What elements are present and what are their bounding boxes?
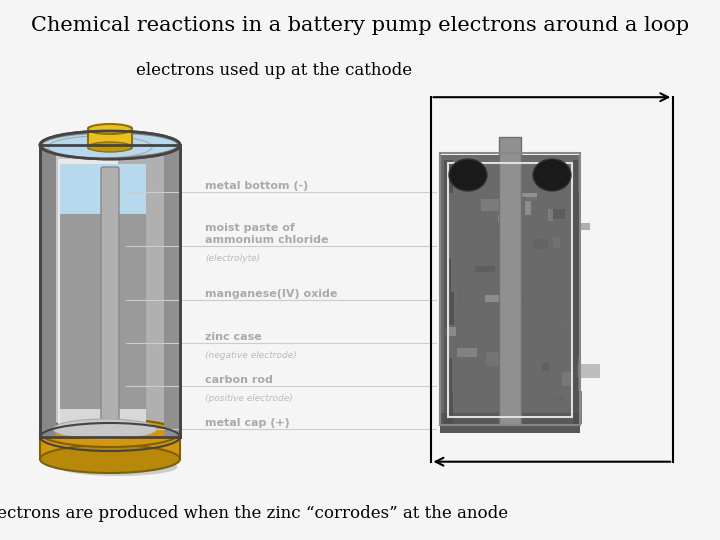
FancyBboxPatch shape [444, 259, 451, 292]
Ellipse shape [40, 131, 180, 159]
FancyBboxPatch shape [542, 363, 549, 370]
FancyBboxPatch shape [550, 209, 565, 219]
FancyBboxPatch shape [500, 376, 522, 379]
Ellipse shape [53, 419, 157, 439]
FancyBboxPatch shape [58, 159, 118, 431]
FancyBboxPatch shape [444, 325, 449, 358]
FancyBboxPatch shape [573, 391, 582, 424]
Text: carbon rod: carbon rod [205, 375, 273, 385]
Text: (electrolyte): (electrolyte) [205, 254, 261, 262]
Ellipse shape [533, 159, 571, 191]
Ellipse shape [40, 445, 180, 473]
FancyBboxPatch shape [457, 289, 463, 302]
FancyBboxPatch shape [498, 215, 506, 222]
Text: moist paste of
ammonium chloride: moist paste of ammonium chloride [205, 223, 329, 245]
FancyBboxPatch shape [444, 292, 454, 325]
FancyBboxPatch shape [492, 411, 512, 422]
FancyBboxPatch shape [499, 137, 521, 425]
FancyBboxPatch shape [444, 358, 452, 391]
FancyBboxPatch shape [573, 325, 580, 358]
FancyBboxPatch shape [509, 296, 523, 300]
FancyBboxPatch shape [444, 327, 456, 336]
FancyBboxPatch shape [516, 193, 537, 197]
FancyBboxPatch shape [561, 323, 572, 327]
Text: (positive electrode): (positive electrode) [205, 394, 293, 403]
FancyBboxPatch shape [88, 127, 132, 149]
FancyBboxPatch shape [443, 417, 464, 422]
FancyBboxPatch shape [444, 160, 454, 193]
Ellipse shape [449, 159, 487, 191]
FancyBboxPatch shape [485, 295, 504, 302]
FancyBboxPatch shape [60, 164, 146, 214]
Text: (negative electrode): (negative electrode) [205, 351, 297, 360]
Text: zinc case: zinc case [205, 332, 262, 342]
FancyBboxPatch shape [495, 228, 516, 235]
Ellipse shape [40, 419, 180, 447]
FancyBboxPatch shape [164, 145, 180, 437]
FancyBboxPatch shape [526, 193, 536, 200]
FancyBboxPatch shape [573, 160, 578, 193]
FancyBboxPatch shape [444, 193, 449, 226]
FancyBboxPatch shape [553, 237, 560, 248]
FancyBboxPatch shape [575, 223, 590, 230]
Text: electrons used up at the cathode: electrons used up at the cathode [135, 62, 412, 79]
Ellipse shape [88, 124, 132, 134]
Text: manganese(IV) oxide: manganese(IV) oxide [205, 289, 338, 299]
FancyBboxPatch shape [60, 409, 146, 431]
FancyBboxPatch shape [60, 164, 146, 414]
FancyBboxPatch shape [101, 167, 119, 423]
FancyBboxPatch shape [573, 358, 577, 391]
FancyBboxPatch shape [573, 259, 581, 292]
Ellipse shape [42, 133, 178, 157]
Ellipse shape [88, 142, 132, 152]
FancyBboxPatch shape [573, 292, 581, 325]
FancyBboxPatch shape [569, 179, 578, 183]
FancyBboxPatch shape [573, 226, 579, 259]
FancyBboxPatch shape [576, 364, 600, 378]
FancyBboxPatch shape [445, 320, 460, 323]
FancyBboxPatch shape [562, 372, 571, 386]
Text: metal cap (+): metal cap (+) [205, 418, 290, 428]
FancyBboxPatch shape [548, 208, 553, 221]
FancyBboxPatch shape [533, 239, 548, 249]
FancyBboxPatch shape [40, 145, 56, 437]
FancyBboxPatch shape [40, 433, 180, 459]
FancyBboxPatch shape [115, 145, 180, 437]
FancyBboxPatch shape [40, 145, 105, 437]
FancyBboxPatch shape [466, 237, 481, 245]
Ellipse shape [58, 458, 178, 476]
FancyBboxPatch shape [485, 352, 503, 366]
FancyBboxPatch shape [475, 266, 495, 272]
FancyBboxPatch shape [456, 348, 477, 357]
FancyBboxPatch shape [444, 391, 453, 424]
FancyBboxPatch shape [440, 155, 580, 425]
FancyBboxPatch shape [553, 397, 564, 401]
Text: Chemical reactions in a battery pump electrons around a loop: Chemical reactions in a battery pump ele… [31, 16, 689, 35]
Text: metal bottom (-): metal bottom (-) [205, 181, 308, 191]
FancyBboxPatch shape [525, 201, 531, 215]
FancyBboxPatch shape [444, 226, 449, 259]
Text: electrons are produced when the zinc “corrodes” at the anode: electrons are produced when the zinc “co… [0, 505, 508, 522]
FancyBboxPatch shape [440, 413, 580, 433]
FancyBboxPatch shape [480, 199, 504, 211]
Ellipse shape [48, 136, 152, 158]
FancyBboxPatch shape [462, 171, 484, 181]
FancyBboxPatch shape [573, 193, 581, 226]
